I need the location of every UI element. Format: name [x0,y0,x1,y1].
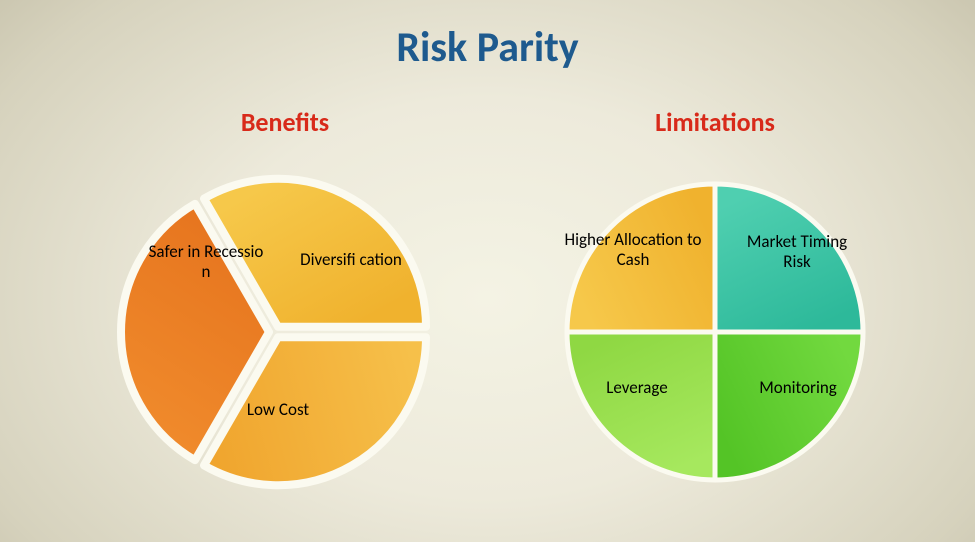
limitations-slice-label-0: Higher Allocation to Cash [558,230,708,269]
benefits-slice-label-1: Diversifi cation [296,250,406,270]
diagram-container: Risk Parity Benefits Limitations Safer i… [0,0,975,542]
limitations-slice-2 [567,332,715,480]
benefits-slice-label-0: Safer in Recessio n [146,242,266,281]
benefits-pie-chart [103,160,447,504]
page-title: Risk Parity [0,22,975,73]
benefits-slice-label-2: Low Cost [208,400,348,420]
limitations-pie-chart [549,166,881,498]
limitations-slice-3 [715,332,863,480]
benefits-header: Benefits [195,106,375,138]
limitations-slice-label-2: Leverage [572,378,702,398]
limitations-header: Limitations [605,106,825,138]
limitations-slice-label-1: Market Timing Risk [732,232,862,271]
limitations-slice-label-3: Monitoring [728,378,868,398]
